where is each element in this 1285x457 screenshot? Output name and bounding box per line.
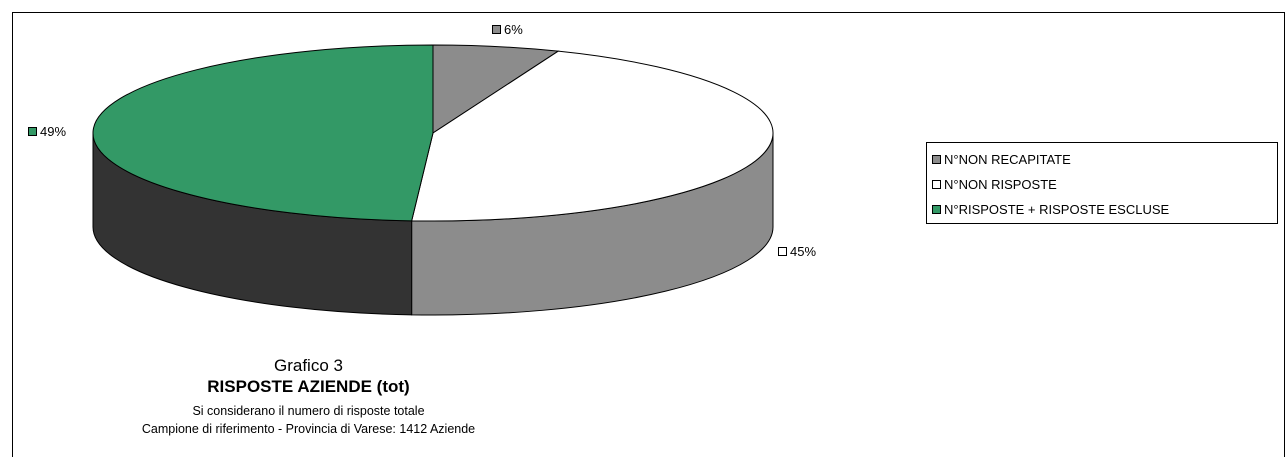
slice-label-swatch [492,25,501,34]
slice-label-swatch [778,247,787,256]
legend-label: N°RISPOSTE + RISPOSTE ESCLUSE [944,202,1170,217]
legend-item-non-recapitate: N°NON RECAPITATE [932,147,1277,172]
legend-label: N°NON RISPOSTE [944,177,1057,192]
chart-note-1: Si considerano il numero di risposte tot… [192,404,425,418]
slice-label-text: 6% [504,22,523,37]
chart-title: Grafico 3 [274,356,343,375]
legend: N°NON RECAPITATE N°NON RISPOSTE N°RISPOS… [926,142,1278,224]
legend-swatch [932,205,941,214]
slice-label-swatch [28,127,37,136]
pie-slice-0 [432,44,560,134]
chart-subtitle: RISPOSTE AZIENDE (tot) [207,377,410,396]
legend-swatch [932,180,941,189]
legend-item-risposte: N°RISPOSTE + RISPOSTE ESCLUSE [932,197,1277,222]
legend-swatch [932,155,941,164]
slice-label-text: 49% [40,124,67,139]
slice-label-non-recapitate: 6% [492,22,523,37]
chart-note-2: Campione di riferimento - Provincia di V… [141,422,476,436]
slice-label-text: 45% [790,244,817,259]
pie-slice-1 [411,50,774,222]
legend-item-non-risposte: N°NON RISPOSTE [932,172,1277,197]
slice-label-non-risposte: 45% [778,244,816,259]
legend-label: N°NON RECAPITATE [944,152,1071,167]
slice-label-risposte: 49% [28,124,66,139]
pie-slice-2 [92,44,434,222]
